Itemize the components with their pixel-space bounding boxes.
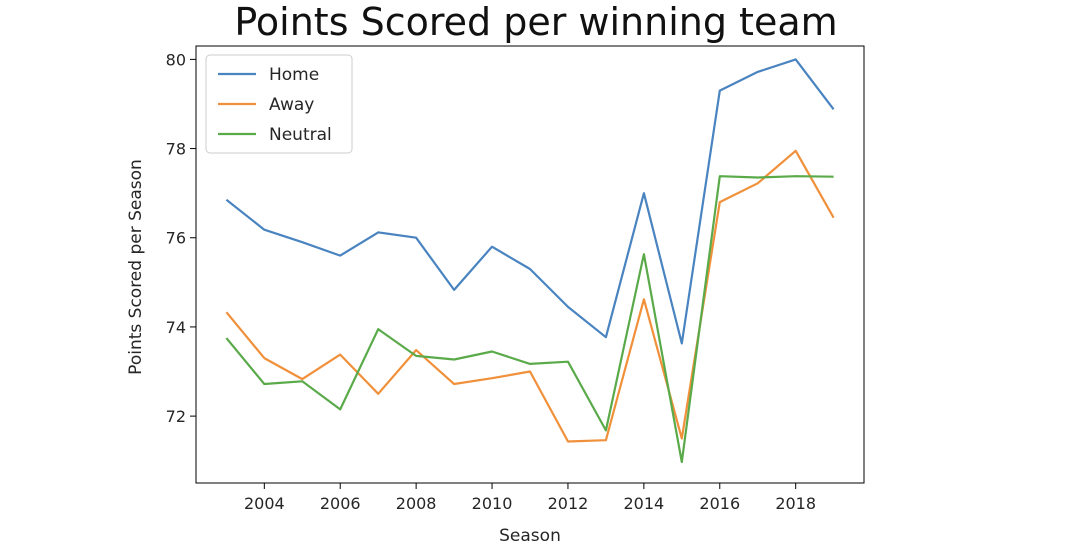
x-tick-label: 2004 xyxy=(244,494,285,513)
x-tick-label: 2006 xyxy=(320,494,361,513)
x-tick-label: 2010 xyxy=(472,494,513,513)
y-tick-label: 74 xyxy=(166,318,186,337)
x-tick-label: 2014 xyxy=(624,494,665,513)
legend: Home Away Neutral xyxy=(205,54,353,154)
y-tick-label: 78 xyxy=(166,140,186,159)
chart-title: Points Scored per winning team xyxy=(234,0,837,44)
x-tick-label: 2016 xyxy=(699,494,740,513)
y-tick-label: 72 xyxy=(166,407,186,426)
x-axis-label: Season xyxy=(499,526,561,546)
x-tick-label: 2012 xyxy=(548,494,589,513)
series-line-away xyxy=(225,149,835,443)
legend-label-home: Home xyxy=(269,65,319,85)
series-line-home xyxy=(225,58,835,345)
legend-label-neutral: Neutral xyxy=(269,125,332,145)
series-line-neutral xyxy=(225,175,834,464)
axis-ticks: 2004 2006 2008 2010 2012 2014 2016 2018 72 74 76 78… xyxy=(166,50,816,513)
y-tick-label: 80 xyxy=(166,50,186,69)
x-tick-label: 2018 xyxy=(775,494,816,513)
plot-area xyxy=(195,45,865,484)
y-tick-label: 76 xyxy=(166,229,186,248)
y-axis-label: Points Scored per Season xyxy=(126,159,146,375)
plot-frame xyxy=(195,45,865,484)
x-tick-label: 2008 xyxy=(396,494,437,513)
legend-label-away: Away xyxy=(269,95,314,115)
legend-box xyxy=(205,54,353,154)
